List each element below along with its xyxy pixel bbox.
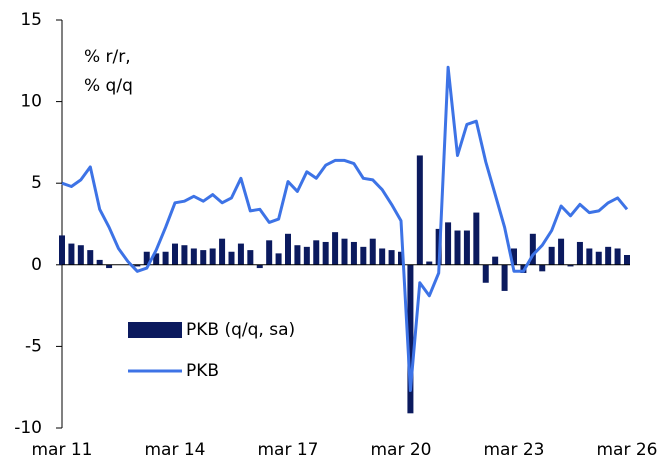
bar (256, 264, 263, 269)
bar (332, 232, 339, 265)
bar (463, 230, 470, 265)
bar (407, 264, 414, 414)
bar (181, 245, 188, 265)
bar (416, 155, 423, 265)
bar (209, 248, 216, 265)
x-tick-label: mar 11 (31, 440, 92, 460)
bar (143, 251, 150, 265)
bar (586, 248, 593, 265)
bar (172, 243, 178, 265)
bar (492, 256, 499, 265)
bar (558, 238, 565, 265)
bar (473, 212, 480, 265)
bar (266, 240, 273, 265)
bar (511, 248, 517, 265)
annotation: % r/r, (84, 47, 131, 67)
x-tick-label: mar 17 (257, 440, 318, 460)
bar (190, 248, 197, 265)
bar (501, 264, 508, 291)
y-tick-label: -5 (25, 336, 42, 356)
bar (398, 251, 404, 265)
y-tick-label: 15 (20, 10, 42, 30)
y-tick-label: 5 (31, 173, 42, 193)
bar (379, 248, 386, 265)
bar (313, 240, 320, 265)
bar (624, 255, 630, 265)
bar (341, 238, 348, 265)
bar (576, 241, 583, 265)
bar (482, 264, 489, 283)
bar (68, 243, 75, 265)
y-tick-label: 10 (20, 92, 42, 112)
bar (96, 259, 103, 265)
bar (228, 251, 235, 265)
bar (539, 264, 546, 272)
bar (87, 250, 94, 265)
y-tick-label: 0 (31, 255, 42, 275)
x-tick-label: mar 14 (144, 440, 205, 460)
bar (360, 246, 367, 265)
bar (285, 233, 291, 265)
x-tick-label: mar 20 (370, 440, 431, 460)
bar (567, 264, 574, 267)
bar (294, 245, 301, 265)
bar (369, 238, 376, 265)
legend-swatch (128, 322, 182, 338)
bar (388, 250, 395, 265)
legend-label: PKB (186, 361, 219, 381)
bar (454, 230, 461, 265)
bar (200, 250, 207, 265)
bar (106, 264, 113, 269)
bar (350, 241, 357, 265)
legend-label: PKB (q/q, sa) (186, 320, 295, 340)
x-tick-label: mar 26 (596, 440, 657, 460)
bar (605, 246, 612, 265)
bar (445, 222, 452, 265)
bar (237, 243, 244, 265)
bar (77, 245, 84, 265)
bar (247, 250, 254, 265)
bar (275, 253, 282, 265)
bar (529, 233, 536, 265)
bar (548, 246, 555, 265)
bar (162, 251, 169, 265)
bar (322, 241, 329, 265)
y-tick-label: -10 (14, 418, 42, 438)
x-tick-label: mar 23 (483, 440, 544, 460)
bar (426, 261, 433, 265)
bar (134, 264, 141, 267)
bar (219, 238, 226, 265)
annotation: % q/q (84, 76, 133, 96)
bar (614, 248, 621, 265)
bar (59, 235, 65, 265)
bar (153, 253, 160, 265)
bar (303, 246, 310, 265)
line (61, 65, 629, 392)
bar (595, 251, 602, 265)
